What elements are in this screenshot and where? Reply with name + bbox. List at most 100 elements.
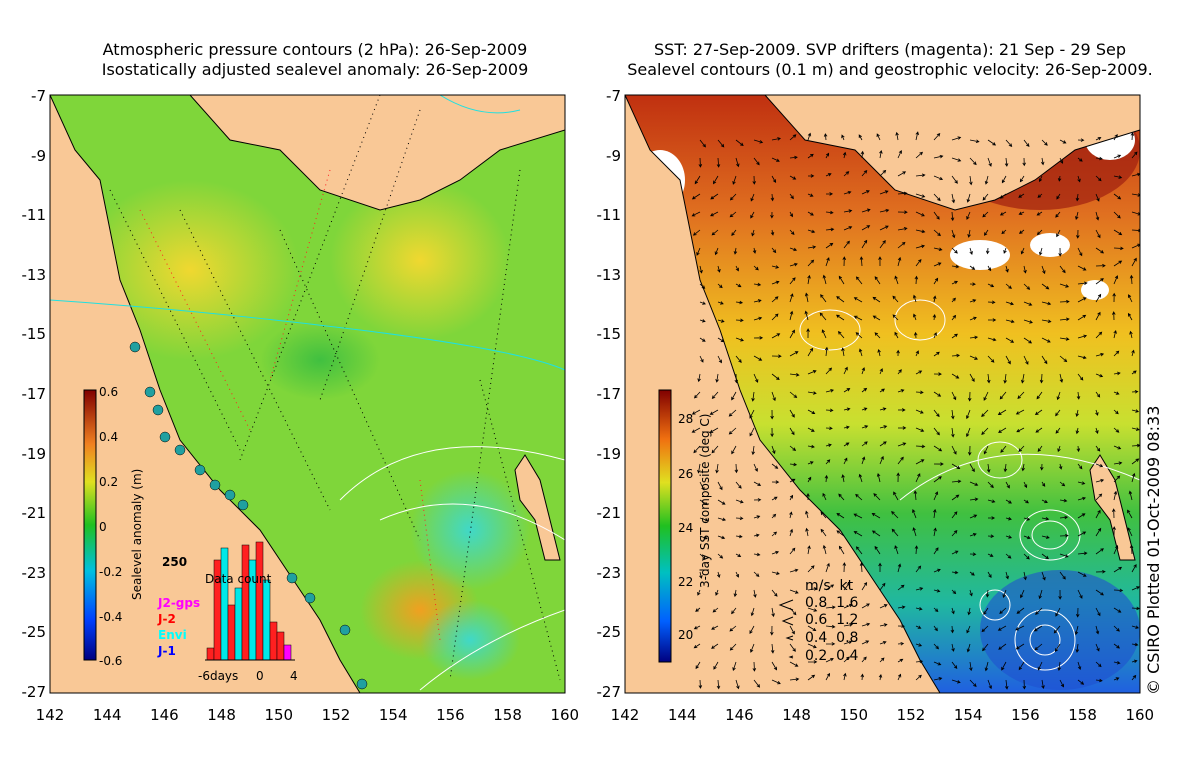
velocity-arrow bbox=[858, 473, 863, 483]
velocity-arrow bbox=[751, 229, 755, 237]
sla-high-blob bbox=[80, 180, 300, 360]
velocity-arrow bbox=[1023, 301, 1033, 306]
right-map bbox=[625, 95, 1140, 693]
velocity-arrow bbox=[1037, 661, 1043, 671]
velocity-arrow bbox=[1113, 350, 1120, 357]
velocity-arrow bbox=[1001, 661, 1007, 671]
velocity-arrow bbox=[969, 589, 973, 597]
right-lon-tick: 148 bbox=[782, 706, 811, 724]
australia-land-right bbox=[625, 95, 941, 693]
velocity-arrow bbox=[1056, 193, 1061, 200]
velocity-arrow bbox=[915, 565, 922, 573]
velocity-arrow bbox=[1113, 229, 1123, 236]
velocity-arrow bbox=[695, 661, 701, 670]
velocity-arrow bbox=[699, 301, 706, 305]
velocity-arrow bbox=[915, 173, 926, 178]
sst-tick: 26 bbox=[678, 467, 694, 481]
velocity-arrow bbox=[933, 625, 938, 632]
velocity-arrow bbox=[789, 277, 796, 285]
velocity-arrow bbox=[1076, 229, 1080, 239]
velocity-arrow bbox=[987, 157, 992, 167]
velocity-arrow bbox=[915, 587, 924, 591]
velocity-arrow bbox=[1129, 330, 1133, 339]
velocity-arrow bbox=[750, 643, 755, 653]
velocity-arrow bbox=[933, 462, 944, 466]
velocity-arrow bbox=[915, 244, 925, 249]
velocity-arrow bbox=[969, 299, 977, 303]
velocity-arrow bbox=[1015, 625, 1025, 631]
right-map-frame bbox=[624, 94, 1141, 694]
velocity-arrow bbox=[879, 388, 885, 393]
velocity-arrow bbox=[861, 239, 868, 249]
velocity-arrow bbox=[1005, 535, 1013, 539]
velocity-arrow bbox=[951, 229, 956, 239]
altimeter-tracks bbox=[109, 95, 561, 681]
velocity-arrow bbox=[699, 499, 708, 506]
velocity-arrow bbox=[1023, 139, 1030, 147]
velocity-arrow bbox=[713, 175, 719, 185]
velocity-arrow bbox=[933, 262, 942, 267]
velocity-arrow bbox=[1058, 463, 1063, 470]
sla-tick: -0.4 bbox=[99, 610, 123, 624]
velocity-arrow bbox=[770, 427, 774, 438]
velocity-arrow bbox=[969, 373, 975, 383]
left-lat-tick: -7 bbox=[31, 87, 46, 105]
velocity-arrow bbox=[1113, 566, 1123, 573]
velocity-arrow bbox=[1131, 458, 1140, 465]
velocity-arrow bbox=[1040, 157, 1045, 166]
velocity-arrow bbox=[842, 151, 847, 159]
velocity-key-header: m/s kt bbox=[805, 578, 854, 594]
velocity-arrow bbox=[987, 300, 996, 305]
velocity-key-row: 0.4 0.8 bbox=[805, 630, 859, 646]
pressure-contour bbox=[439, 95, 521, 114]
velocity-arrow bbox=[933, 547, 939, 555]
velocity-arrow bbox=[789, 134, 797, 141]
velocity-arrow bbox=[1077, 513, 1086, 519]
velocity-arrow bbox=[771, 513, 777, 519]
velocity-arrow bbox=[932, 314, 937, 321]
velocity-arrow bbox=[1131, 674, 1137, 681]
velocity-arrow bbox=[715, 463, 719, 474]
sla-colorbar bbox=[83, 389, 97, 661]
velocity-arrow bbox=[933, 211, 940, 220]
velocity-arrow bbox=[969, 335, 979, 340]
velocity-arrow bbox=[807, 274, 811, 285]
velocity-arrow bbox=[915, 229, 926, 234]
velocity-arrow bbox=[699, 553, 706, 560]
velocity-arrow bbox=[897, 210, 908, 214]
velocity-arrow bbox=[789, 568, 799, 573]
left-lat-tick: -27 bbox=[21, 683, 47, 701]
velocity-arrow bbox=[717, 319, 725, 323]
velocity-arrow bbox=[771, 313, 779, 321]
velocity-arrow bbox=[716, 679, 721, 690]
velocity-arrow bbox=[1034, 643, 1043, 651]
velocity-arrow bbox=[1023, 355, 1029, 365]
velocity-arrow bbox=[915, 211, 925, 217]
velocity-arrow bbox=[1055, 607, 1061, 617]
right-lon-tick: 152 bbox=[896, 706, 926, 724]
velocity-arrow bbox=[1077, 247, 1083, 257]
velocity-arrow bbox=[861, 603, 870, 609]
velocity-arrow bbox=[879, 657, 885, 663]
velocity-arrow bbox=[789, 229, 795, 236]
velocity-arrow bbox=[1018, 445, 1025, 452]
velocity-arrow bbox=[717, 139, 725, 148]
velocity-arrow bbox=[853, 297, 863, 303]
velocity-arrow bbox=[1113, 588, 1124, 593]
right-lat-tick: -21 bbox=[596, 504, 622, 523]
left-lon-tick: 142 bbox=[35, 706, 65, 724]
velocity-arrow bbox=[1095, 263, 1106, 268]
velocity-arrow bbox=[1095, 278, 1104, 285]
velocity-arrow bbox=[735, 139, 744, 147]
left-lon-tick: 148 bbox=[207, 706, 236, 724]
velocity-arrow bbox=[987, 355, 995, 363]
velocity-arrow bbox=[825, 257, 830, 267]
velocity-arrow bbox=[933, 589, 941, 593]
velocity-arrow bbox=[859, 256, 864, 267]
velocity-arrow bbox=[933, 193, 941, 202]
velocity-arrow bbox=[913, 331, 918, 339]
velocity-arrow bbox=[1095, 589, 1104, 596]
velocity-arrow bbox=[891, 511, 899, 519]
sst-tick: 24 bbox=[678, 521, 694, 535]
velocity-arrow bbox=[1095, 661, 1102, 668]
